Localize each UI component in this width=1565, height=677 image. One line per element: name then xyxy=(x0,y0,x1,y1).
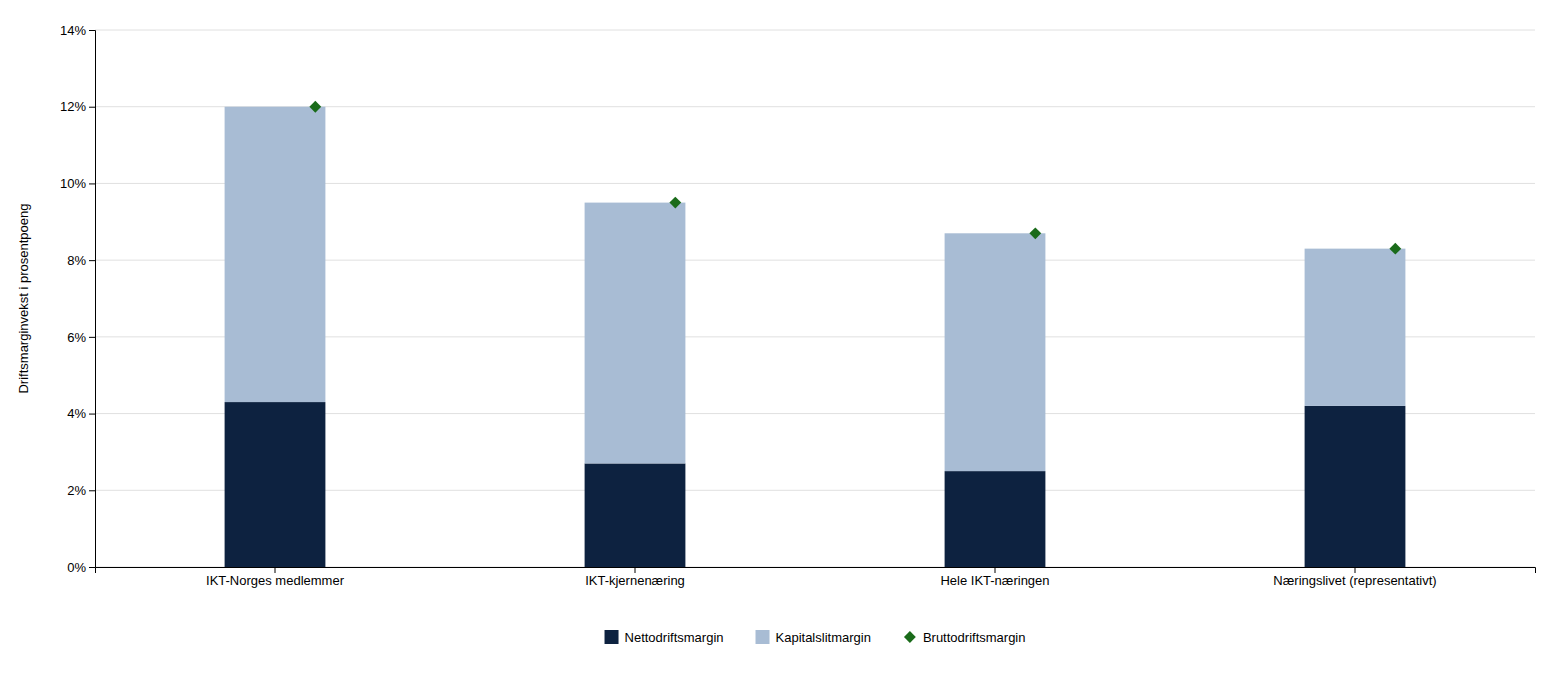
y-tick-label: 6% xyxy=(67,330,86,345)
y-tick-mark xyxy=(89,107,95,108)
bar xyxy=(1305,249,1406,406)
x-tick-label: Næringslivet (representativt) xyxy=(1273,573,1436,588)
grid xyxy=(95,30,1535,567)
y-tick: 10% xyxy=(60,176,95,191)
y-axis-title: Driftsmarginvekst i prosentpoeng xyxy=(16,203,31,393)
bar xyxy=(225,107,326,402)
y-tick: 6% xyxy=(67,330,95,345)
y-tick-label: 10% xyxy=(60,176,86,191)
legend-label: Bruttodriftsmargin xyxy=(923,630,1026,645)
y-tick: 2% xyxy=(67,483,95,498)
y-axis: 0% 2% 4% 6% 8% 10% 12% 14% xyxy=(60,23,96,575)
marker-series xyxy=(309,101,1401,255)
y-tick-mark xyxy=(89,414,95,415)
y-tick-mark xyxy=(89,260,95,261)
y-tick: 12% xyxy=(60,99,95,114)
y-tick-label: 12% xyxy=(60,99,86,114)
bar xyxy=(585,463,686,567)
marker xyxy=(1389,243,1401,255)
x-tick: IKT-Norges medlemmer xyxy=(206,567,345,588)
x-tick-mark xyxy=(1355,567,1356,573)
bar xyxy=(225,402,326,567)
grid-line xyxy=(95,30,1535,31)
x-tick: Hele IKT-næringen xyxy=(940,567,1049,588)
y-tick-label: 0% xyxy=(67,560,86,575)
marker xyxy=(669,197,681,209)
y-tick: 4% xyxy=(67,406,95,421)
y-tick-label: 4% xyxy=(67,406,86,421)
x-tick-mark xyxy=(635,567,636,573)
y-axis-line xyxy=(89,31,96,568)
x-axis: IKT-Norges medlemmer IKT-kjernenæring Hele… xyxy=(96,567,1536,588)
legend-item: Nettodriftsmargin xyxy=(605,630,724,645)
y-tick-mark xyxy=(89,490,95,491)
y-tick-label: 8% xyxy=(67,253,86,268)
legend-swatch xyxy=(605,630,619,644)
marks xyxy=(225,101,1406,567)
chart: 0%2%4%6%8%10%12%14%IKT-Norges medlemmerI… xyxy=(0,0,1565,677)
legend-label: Nettodriftsmargin xyxy=(625,630,724,645)
bar xyxy=(585,203,686,464)
y-tick: 0% xyxy=(67,560,95,575)
x-tick-label: IKT-kjernenæring xyxy=(585,573,685,588)
legend-swatch xyxy=(904,631,916,643)
y-tick-mark xyxy=(89,183,95,184)
marker xyxy=(1029,227,1041,239)
x-tick: IKT-kjernenæring xyxy=(585,567,685,588)
bar-series xyxy=(225,107,1406,471)
legend-swatch xyxy=(756,630,770,644)
x-tick-mark xyxy=(995,567,996,573)
legend: Nettodriftsmargin Kapitalslitmargin Brutto… xyxy=(605,630,1026,645)
legend-label: Kapitalslitmargin xyxy=(776,630,871,645)
x-tick-label: IKT-Norges medlemmer xyxy=(206,573,345,588)
bar xyxy=(1305,406,1406,567)
bar-series xyxy=(225,402,1406,567)
plot: 0%2%4%6%8%10%12%14%IKT-Norges medlemmerI… xyxy=(60,23,1536,589)
y-tick-mark xyxy=(89,30,95,31)
x-tick-label: Hele IKT-næringen xyxy=(940,573,1049,588)
y-tick-mark xyxy=(89,567,95,568)
y-tick-label: 2% xyxy=(67,483,86,498)
x-axis-line xyxy=(96,568,1536,574)
y-tick: 8% xyxy=(67,253,95,268)
y-tick: 14% xyxy=(60,23,95,38)
legend-item: Bruttodriftsmargin xyxy=(904,630,1026,645)
bar xyxy=(945,233,1046,471)
y-tick-label: 14% xyxy=(60,23,86,38)
y-tick-mark xyxy=(89,337,95,338)
legend-item: Kapitalslitmargin xyxy=(756,630,871,645)
x-tick-mark xyxy=(275,567,276,573)
bar xyxy=(945,471,1046,567)
x-tick: Næringslivet (representativt) xyxy=(1273,567,1436,588)
marker xyxy=(309,101,321,113)
